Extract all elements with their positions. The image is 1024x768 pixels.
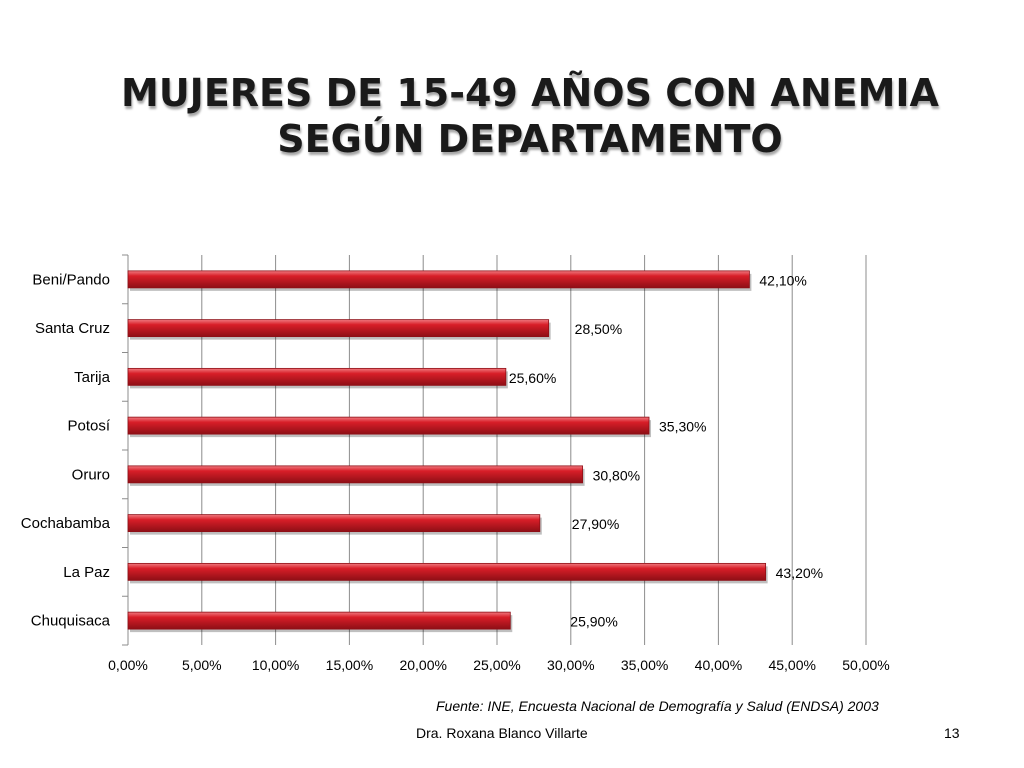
bar [127,611,511,630]
title-line-1: MUJERES DE 15-49 AÑOS CON ANEMIA [121,71,939,115]
axes [122,254,129,646]
title-line-2: SEGÚN DEPARTAMENTO [277,117,783,161]
data-label: 43,20% [776,565,823,581]
data-label: 30,80% [593,467,640,483]
page-number: 13 [944,725,960,741]
data-label: 27,90% [572,516,619,532]
bar [127,319,550,338]
x-tick-label: 20,00% [399,657,446,673]
bar [127,416,650,435]
category-label: Santa Cruz [35,320,110,337]
x-tick-label: 10,00% [252,657,299,673]
category-label: Cochabamba [21,515,111,532]
data-label: 28,50% [575,321,622,337]
data-label: 35,30% [659,419,706,435]
bar-chart: 0,00% 5,00% 10,00% 15,00% 20,00% 25,00% 30,00%… [21,254,890,673]
x-tick-label: 50,00% [842,657,889,673]
category-label: La Paz [63,564,110,581]
bar [127,514,541,533]
source-note: Fuente: INE, Encuesta Nacional de Demogr… [436,698,879,714]
x-tick-label: 15,00% [326,657,373,673]
bars [127,270,768,633]
category-label: Oruro [72,466,110,483]
x-tick-label: 35,00% [621,657,668,673]
footer-author: Dra. Roxana Blanco Villarte [416,725,588,741]
data-label: 42,10% [759,272,806,288]
x-tick-label: 40,00% [695,657,742,673]
grid-lines [201,255,867,645]
slide-title: MUJERES DE 15-49 AÑOS CON ANEMIA SEGÚN D… [0,70,1024,162]
labels: 0,00% 5,00% 10,00% 15,00% 20,00% 25,00% 30,00%… [21,271,890,673]
x-tick-label: 30,00% [547,657,594,673]
bar [127,270,750,289]
category-label: Beni/Pando [32,271,110,288]
bar [127,465,584,484]
x-tick-label: 0,00% [108,657,148,673]
category-label: Chuquisaca [31,613,111,630]
category-label: Tarija [74,369,111,386]
data-label: 25,60% [509,370,556,386]
x-tick-label: 45,00% [768,657,815,673]
x-tick-label: 5,00% [182,657,222,673]
x-tick-label: 25,00% [473,657,520,673]
category-label: Potosí [67,418,110,435]
data-label: 25,90% [570,614,617,630]
bar [127,562,767,581]
bar [127,367,507,386]
